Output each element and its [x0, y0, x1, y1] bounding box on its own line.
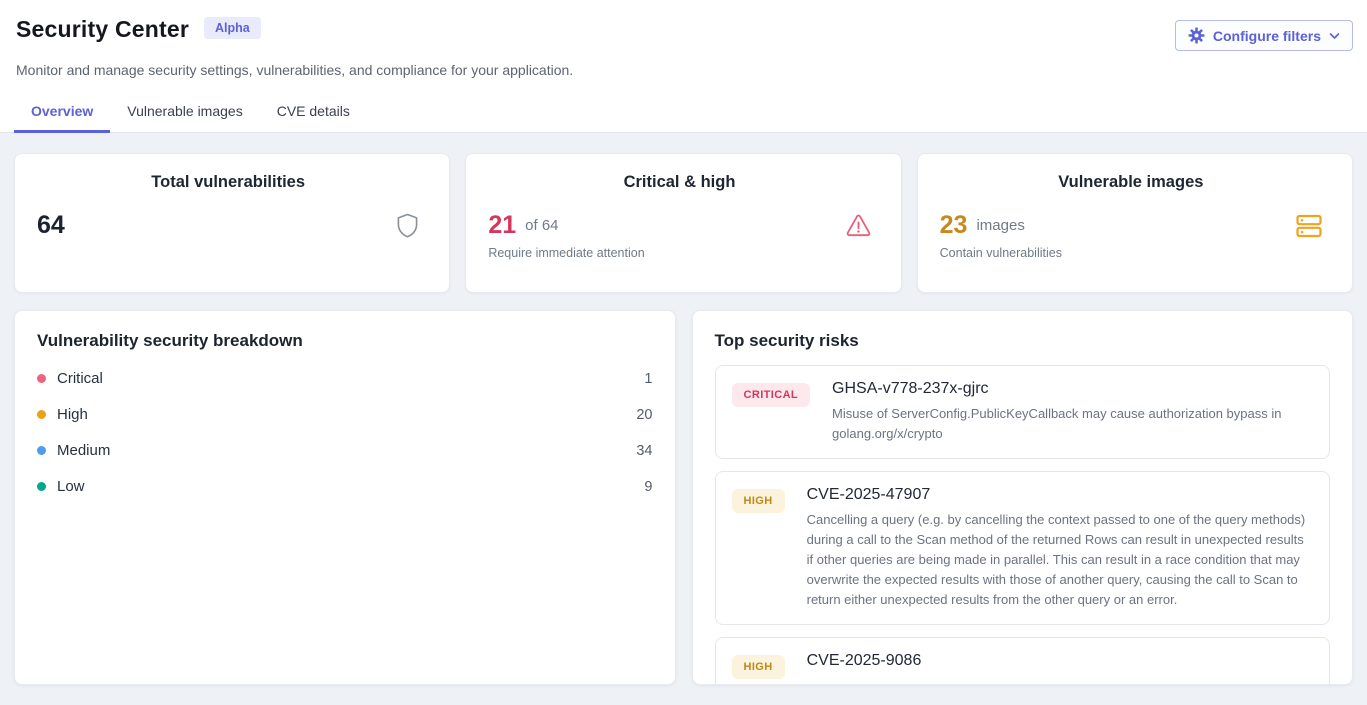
page-header: Security Center Alpha — [0, 0, 1367, 133]
stat-card-title: Critical & high — [623, 173, 736, 191]
configure-filters-label: Configure filters — [1212, 27, 1321, 44]
breakdown-row-high: High 20 — [37, 406, 653, 423]
warning-triangle-icon — [846, 214, 871, 237]
stat-value: 23 — [939, 211, 968, 239]
stat-subtext: Require immediate attention — [488, 246, 645, 260]
breakdown-row-critical: Critical 1 — [37, 370, 653, 387]
breakdown-label: Medium — [57, 442, 111, 459]
risk-card-ghsa-v778-237x-gjrc[interactable]: CRITICAL GHSA-v778-237x-gjrc Misuse of S… — [714, 365, 1330, 459]
chevron-down-icon — [1329, 32, 1340, 40]
risk-card-cve-2025-9086[interactable]: HIGH CVE-2025-9086 — [714, 637, 1330, 684]
breakdown-value: 34 — [636, 442, 653, 459]
stat-card-title: Vulnerable images — [1058, 173, 1204, 191]
risk-description: Cancelling a query (e.g. by cancelling t… — [806, 512, 1306, 607]
stat-card-critical-high: Critical & high 21 of 64 Require immedia… — [465, 153, 902, 293]
main-content: Total vulnerabilities 64 Critical & high… — [0, 133, 1367, 705]
alpha-badge: Alpha — [204, 16, 261, 39]
top-security-risks-panel: Top security risks CRITICAL GHSA-v778-23… — [691, 310, 1353, 685]
tab-vulnerable-images[interactable]: Vulnerable images — [127, 103, 243, 119]
tab-overview[interactable]: Overview — [14, 93, 111, 133]
risks-panel-title: Top security risks — [714, 331, 859, 350]
gear-icon — [1188, 27, 1205, 44]
stat-suffix: of 64 — [525, 217, 559, 234]
severity-badge-high: HIGH — [731, 489, 785, 513]
stat-card-row: Total vulnerabilities 64 Critical & high… — [14, 153, 1353, 293]
stat-subtext — [37, 246, 419, 261]
breakdown-row-low: Low 9 — [37, 478, 653, 495]
server-icon — [1296, 214, 1322, 238]
tab-bar: Overview Vulnerable images CVE details — [0, 93, 1367, 133]
breakdown-value: 20 — [636, 406, 653, 423]
stat-card-total-vulnerabilities: Total vulnerabilities 64 — [14, 153, 451, 293]
high-dot-icon — [37, 410, 46, 419]
vulnerability-breakdown-panel: Vulnerability security breakdown Critica… — [14, 310, 676, 685]
critical-dot-icon — [37, 374, 46, 383]
risk-list: CRITICAL GHSA-v778-237x-gjrc Misuse of S… — [714, 365, 1330, 684]
risk-card-cve-2025-47907[interactable]: HIGH CVE-2025-47907 Cancelling a query (… — [714, 471, 1330, 625]
stat-card-title: Total vulnerabilities — [151, 173, 306, 191]
page-title: Security Center — [16, 16, 190, 42]
breakdown-value: 1 — [644, 370, 653, 387]
stat-value: 64 — [37, 211, 65, 239]
stat-value: 21 — [488, 211, 517, 239]
tab-cve-details[interactable]: CVE details — [276, 103, 350, 119]
risk-id: GHSA-v778-237x-gjrc — [832, 380, 989, 397]
severity-badge-critical: CRITICAL — [731, 383, 811, 407]
breakdown-row-medium: Medium 34 — [37, 442, 653, 459]
risk-id: CVE-2025-47907 — [806, 486, 931, 503]
page-subtitle: Monitor and manage security settings, vu… — [16, 62, 574, 78]
configure-filters-button[interactable]: Configure filters — [1174, 20, 1353, 51]
breakdown-label: High — [57, 406, 88, 423]
breakdown-panel-title: Vulnerability security breakdown — [37, 331, 303, 350]
stat-suffix: images — [976, 217, 1025, 234]
stat-subtext: Contain vulnerabilities — [939, 246, 1062, 260]
breakdown-label: Low — [57, 478, 85, 495]
shield-icon — [396, 213, 419, 238]
breakdown-value: 9 — [644, 478, 653, 495]
breakdown-label: Critical — [57, 370, 103, 387]
medium-dot-icon — [37, 446, 46, 455]
risk-id: CVE-2025-9086 — [806, 652, 922, 669]
risk-description: Misuse of ServerConfig.PublicKeyCallback… — [832, 406, 1282, 441]
panel-row: Vulnerability security breakdown Critica… — [14, 310, 1353, 685]
stat-card-vulnerable-images: Vulnerable images 23 images Contain vuln… — [916, 153, 1353, 293]
severity-badge-high: HIGH — [731, 655, 785, 679]
low-dot-icon — [37, 482, 46, 491]
